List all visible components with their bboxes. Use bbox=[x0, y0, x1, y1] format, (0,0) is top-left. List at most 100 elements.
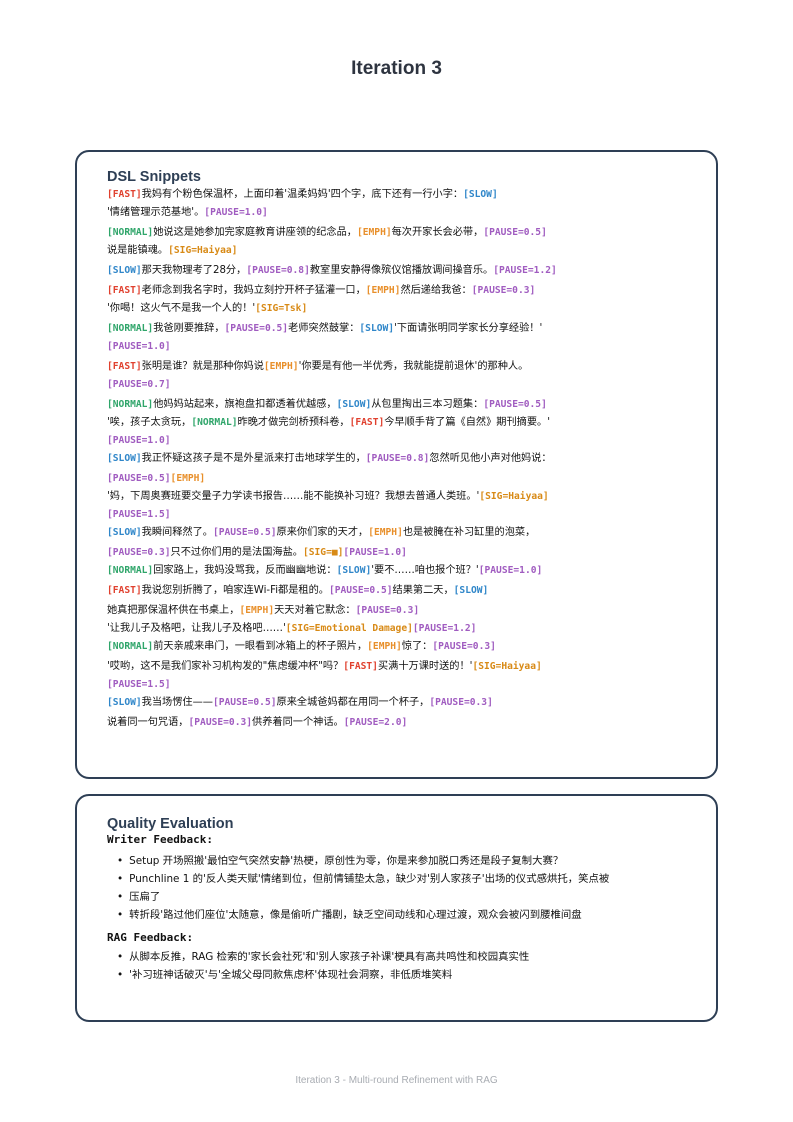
dsl-tag-fast: [FAST] bbox=[107, 585, 142, 596]
dsl-text: 老师突然鼓掌： bbox=[288, 323, 360, 334]
dsl-text: '哎哟，这不是我们家补习机构发的"焦虑缓冲杯"吗？ bbox=[107, 661, 344, 672]
dsl-tag-normal: [NORMAL] bbox=[191, 417, 238, 428]
dsl-text: 原来你们家的天才， bbox=[276, 527, 369, 538]
dsl-tag-normal: [NORMAL] bbox=[107, 323, 154, 334]
dsl-text: 天天对着它默念： bbox=[274, 605, 356, 616]
dsl-tag-pause: [PAUSE=0.5] bbox=[212, 697, 277, 708]
dsl-line: [PAUSE=1.0] bbox=[107, 338, 687, 356]
dsl-text: 老师念到我名字时，我妈立刻拧开杯子猛灌一口， bbox=[141, 285, 366, 296]
dsl-tag-fast: [FAST] bbox=[107, 285, 142, 296]
rag-feedback-item: '补习班神话破灭'与'全城父母同款焦虑杯'体现社会洞察，非低质堆笑料 bbox=[117, 966, 697, 984]
dsl-tag-emph: [EMPH] bbox=[368, 527, 403, 538]
dsl-line: [PAUSE=0.3]只不过你们用的是法国海盐。[SIG=■][PAUSE=1.… bbox=[107, 544, 687, 562]
dsl-tag-pause: [PAUSE=1.2] bbox=[412, 623, 477, 634]
dsl-line: [PAUSE=1.5] bbox=[107, 676, 687, 694]
dsl-tag-pause: [PAUSE=0.5] bbox=[483, 227, 547, 238]
dsl-line: [SLOW]我正怀疑这孩子是不是外星派来打击地球学生的，[PAUSE=0.8]忽… bbox=[107, 450, 687, 468]
rag-feedback-heading: RAG Feedback: bbox=[107, 931, 194, 944]
dsl-text: 原来全城爸妈都在用同一个杯子， bbox=[276, 697, 430, 708]
dsl-text: 我妈有个粉色保温杯，上面印着'温柔妈妈'四个字，底下还有一行小字： bbox=[141, 189, 464, 200]
dsl-tag-fast: [FAST] bbox=[107, 361, 142, 372]
dsl-tag-pause: [PAUSE=1.5] bbox=[107, 509, 171, 520]
dsl-tag-emph: [EMPH] bbox=[239, 605, 275, 616]
dsl-tag-slow: [SLOW] bbox=[336, 399, 372, 410]
dsl-line: [PAUSE=0.7] bbox=[107, 376, 687, 394]
page-title: Iteration 3 bbox=[351, 58, 442, 79]
dsl-tag-sig: [SIG=Emotional Damage] bbox=[285, 623, 413, 634]
dsl-tag-emph: [EMPH] bbox=[365, 285, 401, 296]
dsl-tag-normal: [NORMAL] bbox=[107, 399, 154, 410]
dsl-tag-pause: [PAUSE=0.8] bbox=[246, 265, 310, 276]
dsl-text: 然后递给我爸： bbox=[400, 285, 472, 296]
dsl-text: 忽然听见他小声对他妈说： bbox=[429, 453, 552, 464]
dsl-tag-emph: [EMPH] bbox=[367, 641, 402, 652]
dsl-text: 今早顺手背了篇《自然》期刊摘要。' bbox=[384, 417, 551, 428]
dsl-line: [NORMAL]她说这是她参加完家庭教育讲座领的纪念品，[EMPH]每次开家长会… bbox=[107, 224, 687, 242]
dsl-tag-pause: [PAUSE=1.0] bbox=[107, 435, 171, 446]
dsl-text: 我说您别折腾了，咱家连Wi-Fi都是租的。 bbox=[141, 585, 329, 596]
dsl-text: 我当场愣住—— bbox=[141, 697, 213, 708]
dsl-tag-pause: [PAUSE=1.0] bbox=[478, 565, 543, 576]
dsl-text: 回家路上，我妈没骂我，反而幽幽地说： bbox=[153, 565, 337, 576]
dsl-tag-slow: [SLOW] bbox=[463, 189, 498, 200]
dsl-tag-pause: [PAUSE=1.0] bbox=[343, 547, 407, 558]
dsl-text: 说着同一句咒语， bbox=[107, 717, 189, 728]
dsl-text: 买满十万课时送的！' bbox=[377, 661, 473, 672]
dsl-line: '让我儿子及格吧，让我儿子及格吧……'[SIG=Emotional Damage… bbox=[107, 620, 687, 638]
dsl-line: [PAUSE=1.5] bbox=[107, 506, 687, 524]
writer-feedback-heading: Writer Feedback: bbox=[107, 833, 213, 846]
dsl-tag-pause: [PAUSE=0.5] bbox=[224, 323, 289, 334]
dsl-text: 只不过你们用的是法国海盐。 bbox=[170, 547, 303, 558]
dsl-text: '唉，孩子太贪玩， bbox=[107, 417, 192, 428]
dsl-text: 她说这是她参加完家庭教育讲座领的纪念品， bbox=[153, 227, 357, 238]
dsl-line: [PAUSE=1.0] bbox=[107, 432, 687, 450]
dsl-line: '哎哟，这不是我们家补习机构发的"焦虑缓冲杯"吗？[FAST]买满十万课时送的！… bbox=[107, 658, 687, 676]
dsl-tag-normal: [NORMAL] bbox=[107, 227, 154, 238]
dsl-line: [FAST]张明是谁？就是那种你妈说[EMPH]'你要是有他一半优秀，我就能提前… bbox=[107, 358, 687, 376]
dsl-text: 每次开家长会必带， bbox=[391, 227, 484, 238]
dsl-tag-pause: [PAUSE=0.7] bbox=[107, 379, 171, 390]
dsl-tag-sig: [SIG=■] bbox=[302, 547, 344, 558]
dsl-text: 那天我物理考了28分， bbox=[141, 265, 247, 276]
dsl-tag-pause: [PAUSE=0.3] bbox=[355, 605, 420, 616]
dsl-tag-pause: [PAUSE=2.0] bbox=[343, 717, 408, 728]
quality-evaluation-title: Quality Evaluation bbox=[107, 816, 234, 832]
dsl-line: 说着同一句咒语，[PAUSE=0.3]供养着同一个神话。[PAUSE=2.0] bbox=[107, 714, 687, 732]
dsl-text: '你喝！这火气不是我一个人的！' bbox=[107, 303, 256, 314]
dsl-tag-pause: [PAUSE=0.3] bbox=[471, 285, 536, 296]
writer-feedback-item: 转折段'路过他们座位'太随意，像是偷听广播剧，缺乏空间动线和心理过渡，观众会被闪… bbox=[117, 906, 697, 924]
dsl-tag-pause: [PAUSE=0.3] bbox=[188, 717, 253, 728]
dsl-tag-pause: [PAUSE=0.8] bbox=[365, 453, 430, 464]
dsl-tag-slow: [SLOW] bbox=[336, 565, 372, 576]
dsl-tag-pause: [PAUSE=0.5] bbox=[212, 527, 277, 538]
dsl-tag-slow: [SLOW] bbox=[107, 453, 142, 464]
dsl-text: 惊了： bbox=[401, 641, 433, 652]
dsl-tag-emph: [EMPH] bbox=[170, 473, 206, 484]
dsl-line: [FAST]老师念到我名字时，我妈立刻拧开杯子猛灌一口，[EMPH]然后递给我爸… bbox=[107, 282, 687, 300]
dsl-tag-fast: [FAST] bbox=[349, 417, 385, 428]
dsl-text: 她真把那保温杯供在书桌上， bbox=[107, 605, 240, 616]
dsl-text: 我爸刚要推辞， bbox=[153, 323, 225, 334]
dsl-text: 我正怀疑这孩子是不是外星派来打击地球学生的， bbox=[141, 453, 366, 464]
dsl-tag-pause: [PAUSE=0.3] bbox=[107, 547, 171, 558]
dsl-text: '妈，下周奥赛班要交量子力学读书报告……能不能换补习班？我想去普通人类班。' bbox=[107, 491, 480, 502]
dsl-text: 我瞬间释然了。 bbox=[141, 527, 213, 538]
dsl-line: [NORMAL]前天亲戚来串门，一眼看到冰箱上的杯子照片，[EMPH]惊了：[P… bbox=[107, 638, 687, 656]
dsl-line: '妈，下周奥赛班要交量子力学读书报告……能不能换补习班？我想去普通人类班。'[S… bbox=[107, 488, 687, 506]
dsl-tag-fast: [FAST] bbox=[343, 661, 378, 672]
dsl-text: 也是被腌在补习缸里的泡菜， bbox=[402, 527, 536, 538]
dsl-tag-pause: [PAUSE=1.0] bbox=[204, 207, 268, 218]
dsl-tag-pause: [PAUSE=0.3] bbox=[432, 641, 496, 652]
dsl-tag-pause: [PAUSE=0.5] bbox=[483, 399, 547, 410]
dsl-tag-normal: [NORMAL] bbox=[107, 565, 154, 576]
dsl-text: 从包里掏出三本习题集： bbox=[371, 399, 484, 410]
dsl-tag-slow: [SLOW] bbox=[359, 323, 395, 334]
dsl-tag-pause: [PAUSE=1.5] bbox=[107, 679, 171, 690]
dsl-tag-pause: [PAUSE=0.5] bbox=[328, 585, 393, 596]
dsl-line: [PAUSE=0.5][EMPH] bbox=[107, 470, 687, 488]
dsl-tag-pause: [PAUSE=0.5] bbox=[107, 473, 171, 484]
dsl-text: 张明是谁？就是那种你妈说 bbox=[141, 361, 264, 372]
writer-feedback-item: 压扁了 bbox=[117, 888, 697, 906]
dsl-tag-slow: [SLOW] bbox=[107, 265, 142, 276]
dsl-tag-slow: [SLOW] bbox=[107, 697, 142, 708]
